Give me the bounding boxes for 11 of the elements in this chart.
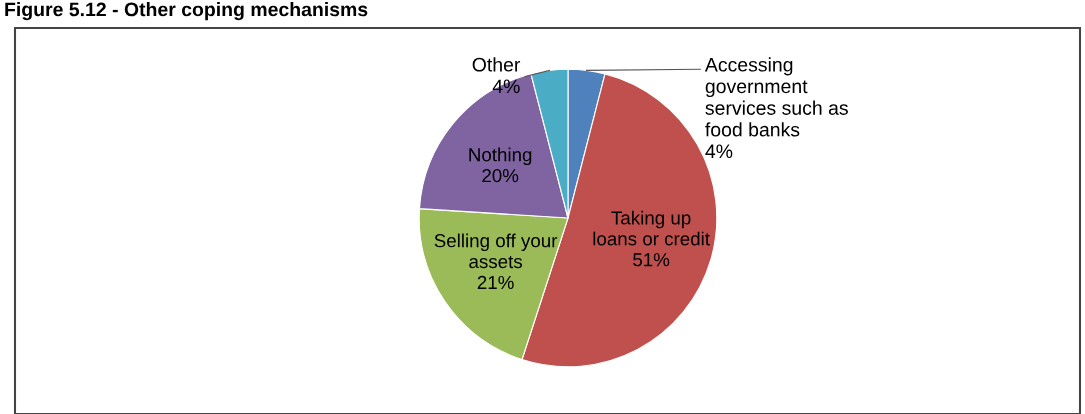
data-label: 20% [482,168,519,183]
slice-label: Other [472,57,521,72]
data-label: 51% [633,253,670,267]
slice-label: Selling off your assets [434,233,558,269]
slice-label: Accessing government services such as food banks [704,57,848,137]
slice-label: Taking up loans or credit [593,210,710,246]
data-label: 4% [492,79,520,94]
data-label: 21% [477,275,514,289]
data-label: 4% [705,144,733,159]
slice-label: Nothing [469,147,532,166]
text: Figure 5.12 - Other coping mechanisms [5,2,368,21]
